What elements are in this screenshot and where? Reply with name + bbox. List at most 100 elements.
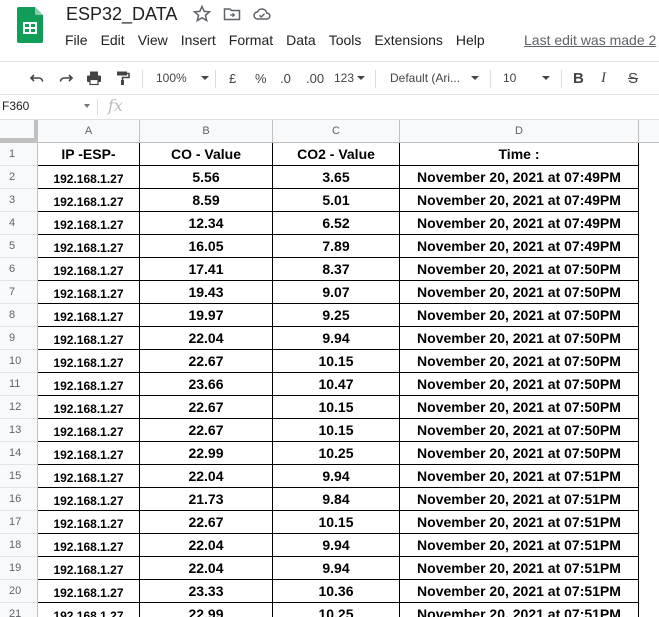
cell-co[interactable]: 22.04 — [140, 534, 273, 557]
cell-co[interactable]: 19.43 — [140, 281, 273, 304]
cell-ip[interactable]: 192.168.1.27 — [38, 396, 140, 419]
bold-button[interactable]: B — [573, 69, 584, 87]
cell-co2[interactable]: 8.37 — [273, 258, 400, 281]
cell-co[interactable]: 19.97 — [140, 304, 273, 327]
cell-time[interactable]: November 20, 2021 at 07:50PM — [400, 281, 639, 304]
select-all-corner[interactable] — [0, 120, 38, 142]
cell-co[interactable]: 22.67 — [140, 511, 273, 534]
menu-file[interactable]: File — [65, 32, 88, 48]
header-cell-co[interactable]: CO - Value — [140, 143, 273, 166]
cell-ip[interactable]: 192.168.1.27 — [38, 488, 140, 511]
column-header-a[interactable]: A — [38, 120, 140, 142]
last-edit-link[interactable]: Last edit was made 2 — [524, 32, 657, 48]
font-family-select[interactable]: Default (Ari... — [390, 62, 480, 94]
cell-co[interactable]: 22.04 — [140, 557, 273, 580]
cell-ip[interactable]: 192.168.1.27 — [38, 281, 140, 304]
menu-help[interactable]: Help — [455, 32, 485, 48]
menu-format[interactable]: Format — [228, 32, 274, 48]
cell-ip[interactable]: 192.168.1.27 — [38, 465, 140, 488]
cell-co2[interactable]: 7.89 — [273, 235, 400, 258]
cell-co[interactable]: 16.05 — [140, 235, 273, 258]
name-box-caret-icon[interactable] — [84, 104, 90, 108]
cell-ip[interactable]: 192.168.1.27 — [38, 327, 140, 350]
row-header[interactable]: 2 — [0, 166, 38, 189]
row-header[interactable]: 1 — [0, 143, 38, 166]
cell-co2[interactable]: 10.15 — [273, 350, 400, 373]
menu-insert[interactable]: Insert — [180, 32, 216, 48]
cell-ip[interactable]: 192.168.1.27 — [38, 419, 140, 442]
cell-co2[interactable]: 10.15 — [273, 396, 400, 419]
cell-co[interactable]: 21.73 — [140, 488, 273, 511]
cell-co2[interactable]: 10.47 — [273, 373, 400, 396]
cell-co2[interactable]: 9.94 — [273, 557, 400, 580]
cell-time[interactable]: November 20, 2021 at 07:51PM — [400, 465, 639, 488]
italic-button[interactable]: I — [601, 69, 606, 86]
redo-button[interactable] — [57, 62, 75, 94]
increase-decimal-button[interactable]: .00 — [306, 70, 325, 86]
cell-time[interactable]: November 20, 2021 at 07:50PM — [400, 350, 639, 373]
cell-ip[interactable]: 192.168.1.27 — [38, 304, 140, 327]
cell-time[interactable]: November 20, 2021 at 07:51PM — [400, 488, 639, 511]
paint-format-button[interactable] — [114, 62, 132, 94]
cell-co[interactable]: 22.99 — [140, 603, 273, 617]
cell-time[interactable]: November 20, 2021 at 07:50PM — [400, 304, 639, 327]
cloud-status-icon[interactable] — [252, 4, 272, 24]
row-header[interactable]: 4 — [0, 212, 38, 235]
row-header[interactable]: 8 — [0, 304, 38, 327]
cell-ip[interactable]: 192.168.1.27 — [38, 373, 140, 396]
cell-co[interactable]: 22.67 — [140, 419, 273, 442]
row-header[interactable]: 13 — [0, 419, 38, 442]
cell-co[interactable]: 22.67 — [140, 350, 273, 373]
column-header-d[interactable]: D — [400, 120, 639, 142]
star-icon[interactable] — [192, 4, 212, 24]
row-header[interactable]: 15 — [0, 465, 38, 488]
row-header[interactable]: 6 — [0, 258, 38, 281]
row-header[interactable]: 18 — [0, 534, 38, 557]
formula-input[interactable] — [140, 95, 659, 119]
menu-data[interactable]: Data — [286, 32, 316, 48]
font-size-select[interactable]: 10 — [503, 62, 551, 94]
row-header[interactable]: 5 — [0, 235, 38, 258]
cell-co2[interactable]: 9.94 — [273, 465, 400, 488]
cell-time[interactable]: November 20, 2021 at 07:50PM — [400, 373, 639, 396]
cell-time[interactable]: November 20, 2021 at 07:51PM — [400, 603, 639, 617]
cell-co2[interactable]: 9.84 — [273, 488, 400, 511]
row-header[interactable]: 14 — [0, 442, 38, 465]
currency-format-button[interactable]: £ — [229, 70, 237, 86]
more-formats-button[interactable]: 123 — [334, 62, 366, 94]
row-header[interactable]: 20 — [0, 580, 38, 603]
cell-ip[interactable]: 192.168.1.27 — [38, 580, 140, 603]
strikethrough-button[interactable]: S — [628, 69, 639, 87]
cell-co2[interactable]: 5.01 — [273, 189, 400, 212]
cell-time[interactable]: November 20, 2021 at 07:51PM — [400, 580, 639, 603]
cell-time[interactable]: November 20, 2021 at 07:49PM — [400, 189, 639, 212]
column-header-c[interactable]: C — [273, 120, 400, 142]
cell-co[interactable]: 12.34 — [140, 212, 273, 235]
column-header-b[interactable]: B — [140, 120, 273, 142]
cell-time[interactable]: November 20, 2021 at 07:49PM — [400, 212, 639, 235]
menu-edit[interactable]: Edit — [100, 32, 125, 48]
row-header[interactable]: 3 — [0, 189, 38, 212]
row-header[interactable]: 12 — [0, 396, 38, 419]
menu-extensions[interactable]: Extensions — [374, 32, 443, 48]
cell-co2[interactable]: 10.25 — [273, 442, 400, 465]
cell-co[interactable]: 8.59 — [140, 189, 273, 212]
cell-ip[interactable]: 192.168.1.27 — [38, 258, 140, 281]
cell-co2[interactable]: 9.07 — [273, 281, 400, 304]
cell-ip[interactable]: 192.168.1.27 — [38, 442, 140, 465]
row-header[interactable]: 16 — [0, 488, 38, 511]
header-cell-time[interactable]: Time : — [400, 143, 639, 166]
row-header[interactable]: 19 — [0, 557, 38, 580]
cell-ip[interactable]: 192.168.1.27 — [38, 212, 140, 235]
sheets-logo-icon[interactable] — [17, 7, 43, 43]
cell-co[interactable]: 22.67 — [140, 396, 273, 419]
cell-co2[interactable]: 10.25 — [273, 603, 400, 617]
cell-co[interactable]: 22.99 — [140, 442, 273, 465]
cell-time[interactable]: November 20, 2021 at 07:50PM — [400, 419, 639, 442]
cell-co[interactable]: 22.04 — [140, 465, 273, 488]
cell-ip[interactable]: 192.168.1.27 — [38, 557, 140, 580]
cell-co2[interactable]: 10.15 — [273, 511, 400, 534]
cell-co[interactable]: 5.56 — [140, 166, 273, 189]
cell-ip[interactable]: 192.168.1.27 — [38, 350, 140, 373]
cell-ip[interactable]: 192.168.1.27 — [38, 166, 140, 189]
